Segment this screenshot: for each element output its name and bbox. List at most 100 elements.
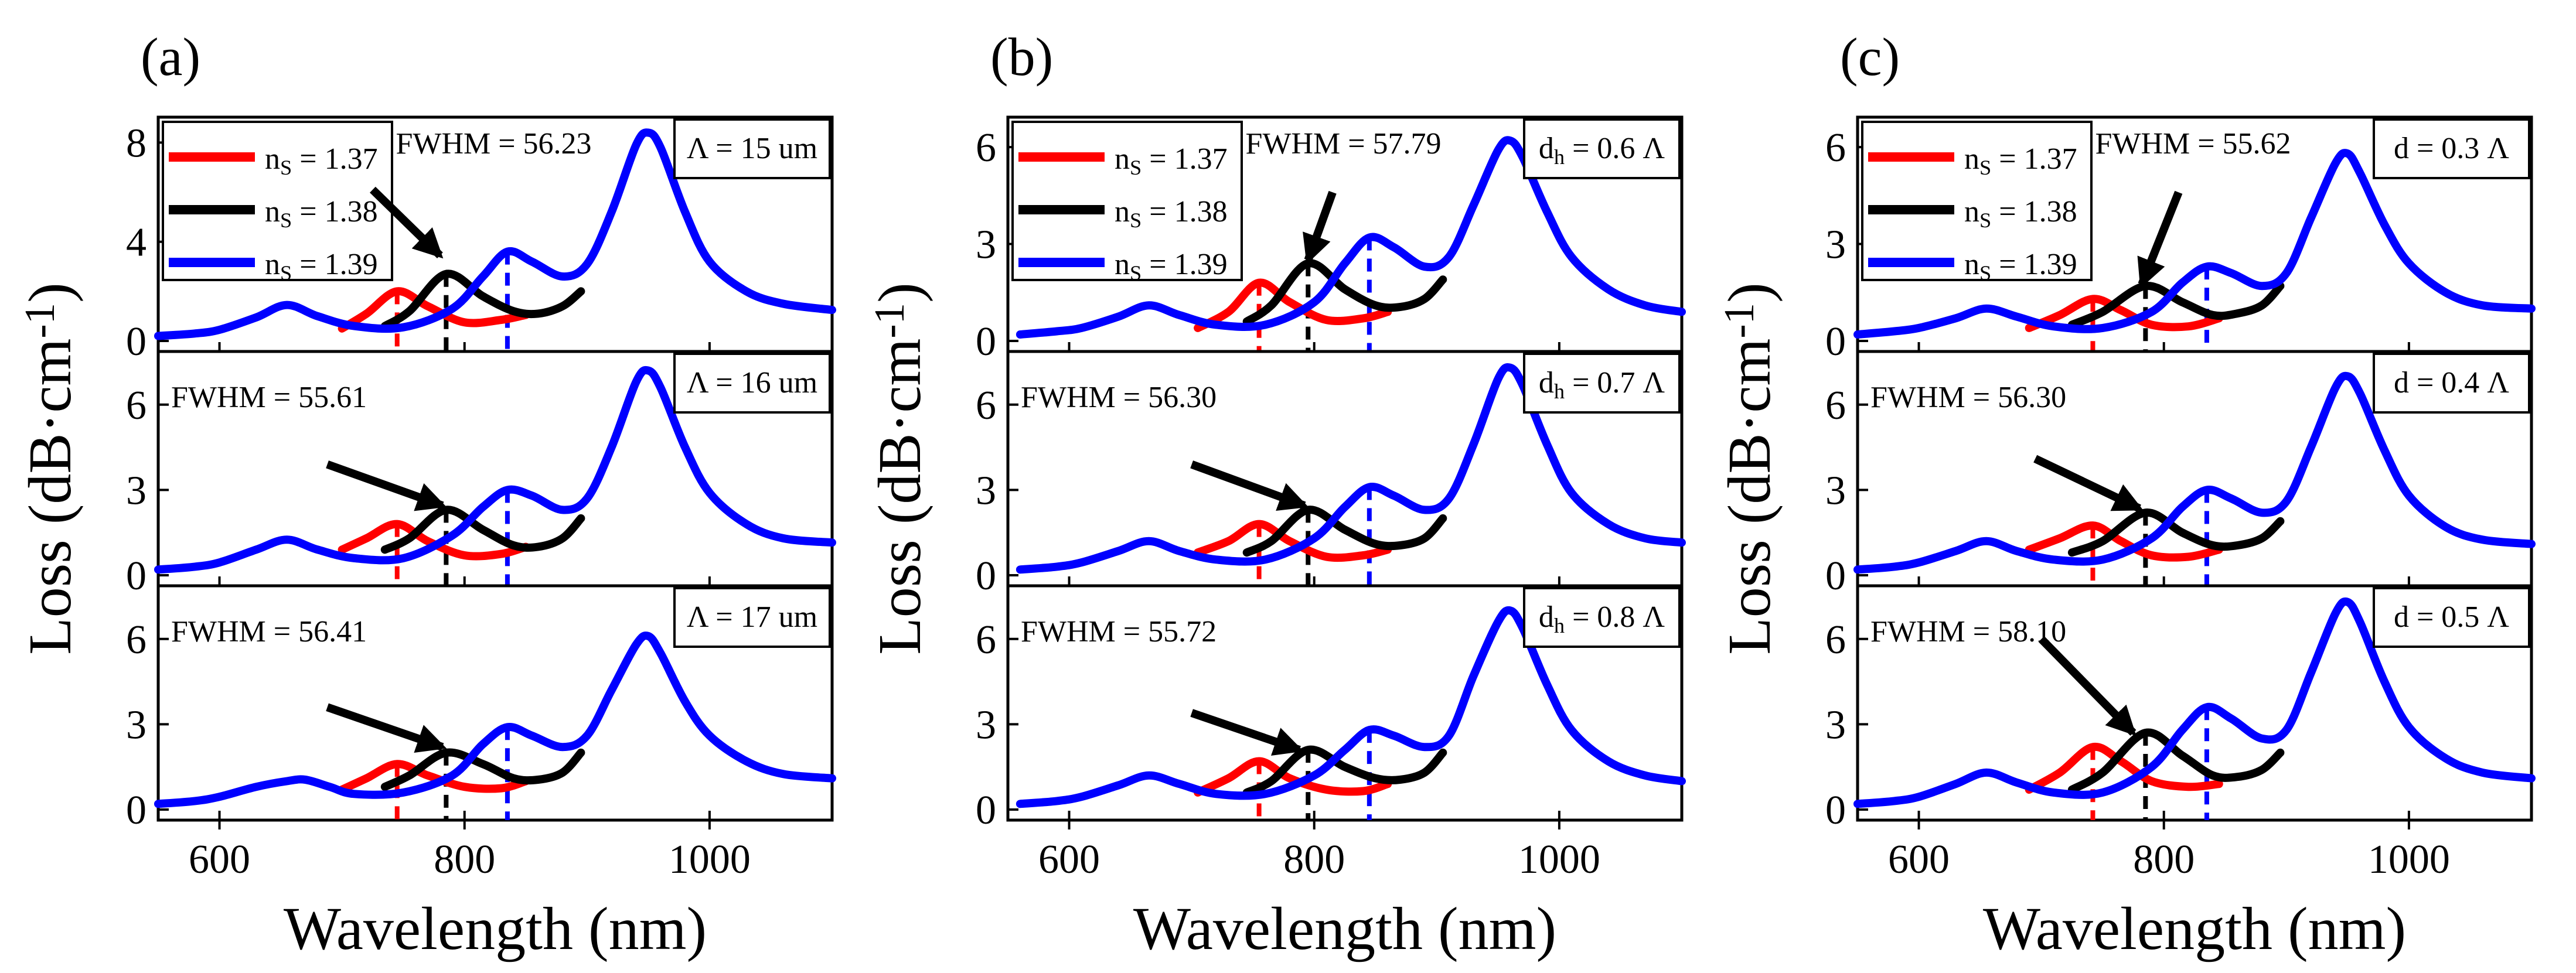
series-line [2067,508,2285,557]
fwhm-arrow [2033,455,2144,513]
fwhm-arrow [370,186,444,259]
text-part: d [1539,600,1554,634]
y-tick-label: 0 [976,319,996,364]
text-part: = 1.37 [1142,142,1227,176]
text-part: h [1554,380,1565,403]
x-tick-label: 800 [434,837,495,882]
text-part: d = 0.4 Λ [2394,366,2509,400]
subplot-label: (b) [990,27,1053,87]
fwhm-arrow [1190,460,1309,511]
y-tick-label: 6 [1825,125,1846,170]
text-part: Λ = 17 um [687,600,817,634]
series-line [338,760,530,794]
text-part: n [1964,142,1979,176]
param-label: d = 0.5 Λ [2394,600,2509,634]
subplot-row: 0 3 6 FWHM = 56.41 Λ = 17 um [126,584,836,833]
x-tick-label: 1000 [2368,837,2450,882]
legend-box [1861,121,2093,281]
y-tick-label: 0 [126,788,146,833]
series-line [1853,149,2536,339]
x-axis-label: Wavelength (nm) [284,895,707,962]
text-part: = 0.6 Λ [1565,132,1665,165]
text-part: = 1.39 [1142,248,1227,281]
y-tick-label: 8 [126,121,146,166]
y-tick-label: 6 [126,617,146,663]
y-tick-label: 4 [126,220,146,265]
fwhm-label: FWHM = 58.10 [1870,615,2066,648]
text-part: S [280,261,292,285]
series-line [1016,606,1686,808]
series-line [1853,371,2536,574]
text-part: = 0.7 Λ [1565,366,1665,400]
x-tick-label: 1000 [669,837,751,882]
y-tick-label: 3 [1825,223,1846,268]
text-part: Loss (dB·cm [866,339,933,655]
text-part: -1 [1715,303,1763,339]
series-line [2025,521,2223,562]
subplot-label: (c) [1840,27,1900,87]
series-line [2025,742,2223,794]
series-line [2067,728,2285,794]
param-box [1523,118,1681,179]
subplot-row: 0 3 6 FWHM = 58.10 d = 0.5 Λ [1825,584,2536,833]
series-line [1194,520,1392,562]
fwhm-label: FWHM = 57.79 [1245,127,1441,161]
series-line [380,269,585,330]
param-box [673,353,831,414]
x-tick-label: 800 [1283,837,1345,882]
text-part: = 1.37 [1991,142,2077,176]
legend-label: nS = 1.37 [265,142,378,179]
series-line [1016,136,1686,339]
series-line [1242,745,1447,797]
param-label: dh = 0.7 Λ [1539,366,1665,403]
param-box [1523,353,1681,414]
y-tick-label: 3 [1825,468,1846,513]
x-axis-label: Wavelength (nm) [1133,895,1556,962]
y-tick-label: 6 [1825,383,1846,428]
legend-label: nS = 1.37 [1115,142,1228,179]
text-part: n [265,142,280,176]
text-part: d = 0.3 Λ [2394,132,2509,165]
text-part: = 1.38 [1142,195,1227,228]
y-axis-label: Loss (dB·cm-1) [1715,282,1783,654]
text-part: = 0.8 Λ [1565,600,1665,634]
text-part: -1 [866,303,913,339]
plot-frame [156,584,834,822]
y-tick-label: 0 [1825,554,1846,599]
text-part: S [280,209,292,232]
fwhm-arrow [2038,636,2137,736]
text-part: Loss (dB·cm [16,339,84,655]
x-tick-label: 800 [2133,837,2195,882]
text-part: = 1.38 [292,195,377,228]
y-tick-label: 0 [126,554,146,599]
legend-box [1011,121,1243,281]
y-tick-label: 3 [976,223,996,268]
text-part: d = 0.5 Λ [2394,600,2509,634]
y-tick-label: 6 [1825,617,1846,663]
y-tick-label: 6 [976,383,996,428]
text-part: = 1.39 [292,248,377,281]
series-line [338,520,530,561]
fwhm-label: FWHM = 56.30 [1021,381,1217,414]
text-part: n [1964,248,1979,281]
y-tick-label: 0 [976,788,996,833]
param-label: d = 0.4 Λ [2394,366,2509,400]
param-label: dh = 0.6 Λ [1539,132,1665,169]
y-axis-label: Loss (dB·cm-1) [16,282,84,654]
text-part: ) [1716,282,1783,303]
y-tick-label: 0 [1825,788,1846,833]
param-label: dh = 0.8 Λ [1539,600,1665,637]
fwhm-label: FWHM = 55.62 [2095,127,2291,161]
text-part: ) [866,282,933,303]
fwhm-label: FWHM = 56.41 [171,615,367,648]
series-line [380,748,585,791]
y-tick-label: 3 [976,702,996,747]
legend-label: nS = 1.39 [1964,248,2077,285]
series-line [154,631,836,808]
legend-label: nS = 1.37 [1964,142,2077,179]
text-part: d [1539,366,1554,400]
